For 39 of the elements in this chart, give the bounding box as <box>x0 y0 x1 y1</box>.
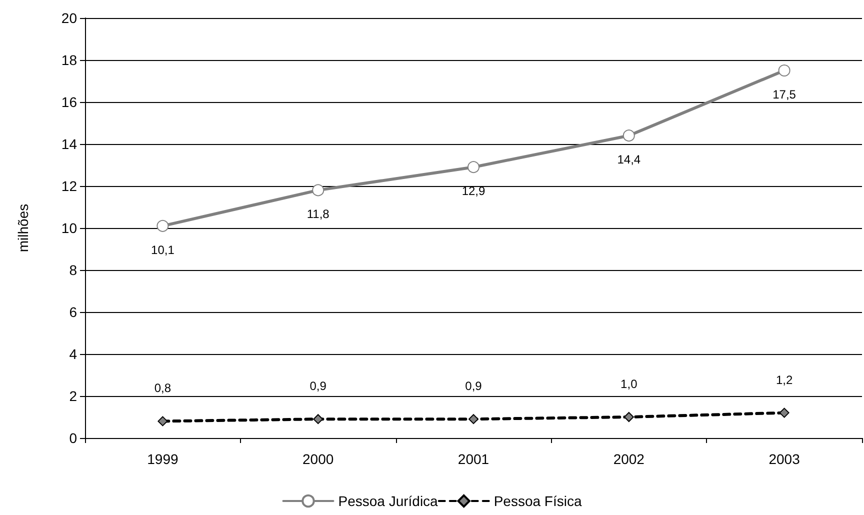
point <box>468 161 480 174</box>
legend-label: Pessoa Jurídica <box>338 493 438 509</box>
data-label: 1,2 <box>776 372 793 387</box>
point <box>622 130 635 142</box>
point <box>468 414 478 424</box>
y-axis-title: milhões <box>15 204 31 252</box>
data-label: 1,0 <box>620 377 638 391</box>
point <box>156 220 169 232</box>
y-tick-label: 6 <box>69 304 78 320</box>
point <box>624 412 634 422</box>
data-label: 10,1 <box>151 242 175 257</box>
y-tick-label: 8 <box>69 262 78 278</box>
point <box>778 64 790 76</box>
y-tick-label: 0 <box>69 430 78 446</box>
x-tick-label: 1999 <box>147 451 178 467</box>
y-tick-label: 4 <box>69 346 78 362</box>
x-tick-label: 2003 <box>768 451 800 467</box>
data-label: 12,9 <box>462 184 486 198</box>
y-tick-label: 12 <box>61 178 78 194</box>
x-tick-label: 2001 <box>458 451 490 467</box>
data-label: 0,9 <box>310 379 327 394</box>
y-tick-label: 18 <box>61 52 78 68</box>
data-label: 11,8 <box>306 207 330 222</box>
point <box>313 414 324 424</box>
point <box>158 416 168 426</box>
data-label: 17,5 <box>772 88 796 102</box>
y-tick-label: 20 <box>61 10 78 26</box>
point <box>779 408 790 418</box>
y-tick-label: 14 <box>61 136 78 152</box>
legend-label: Pessoa Física <box>494 493 582 509</box>
y-tick-label: 10 <box>61 220 78 236</box>
x-tick-label: 2000 <box>302 451 334 467</box>
data-label: 0,9 <box>465 379 482 394</box>
data-label: 0,8 <box>154 381 172 396</box>
point <box>312 184 324 196</box>
data-label: 14,4 <box>617 152 641 167</box>
x-tick-label: 2002 <box>613 451 645 467</box>
y-tick-label: 16 <box>61 94 78 110</box>
y-tick-label: 2 <box>69 388 78 404</box>
